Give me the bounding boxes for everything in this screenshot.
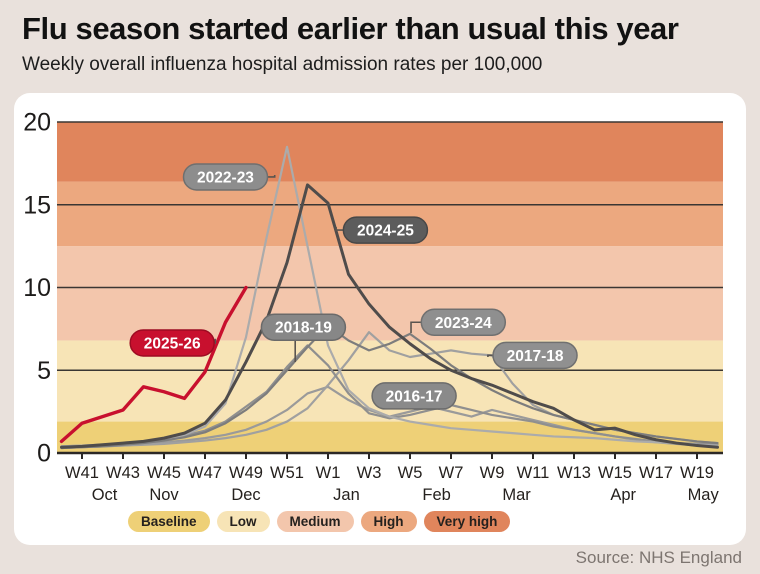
x-tick-label-w9: W9 bbox=[480, 464, 505, 482]
x-tick-label-w3: W3 bbox=[357, 464, 382, 482]
legend-pill-low: Low bbox=[216, 511, 270, 532]
series-label-pill-2023-24 bbox=[420, 308, 507, 337]
month-label-apr: Apr bbox=[610, 486, 636, 504]
x-tick-label-w11: W11 bbox=[517, 464, 550, 482]
series-label-2017-18: 2017-18 bbox=[492, 341, 578, 370]
month-label-mar: Mar bbox=[502, 486, 531, 504]
x-tick-label-w49: W49 bbox=[229, 464, 263, 482]
series-label-2023-24: 2023-24 bbox=[420, 308, 507, 337]
y-tick-label-15: 15 bbox=[23, 191, 51, 219]
series-label-text-2017-18: 2017-18 bbox=[507, 348, 564, 365]
flu-chart-svg: 0 5 10 15 20 W41 W43 W45 W47 W49 W51 W1 W3 W5 W7 W9 W11 W… bbox=[23, 109, 723, 504]
month-label-oct: Oct bbox=[92, 486, 118, 504]
label-connector-2017-18 bbox=[487, 354, 494, 358]
x-tick-label-w17: W17 bbox=[639, 464, 673, 482]
series-label-pill-2018-19 bbox=[260, 313, 347, 341]
series-label-text-2024-25: 2024-25 bbox=[357, 223, 414, 240]
y-tick-label-0: 0 bbox=[37, 440, 51, 468]
x-tick-label-w19: W19 bbox=[680, 464, 714, 482]
month-label-jan: Jan bbox=[333, 486, 360, 504]
x-tick-label-w43: W43 bbox=[106, 464, 140, 482]
x-tick-label-w1: W1 bbox=[316, 464, 341, 482]
legend-pill-very-high: Very high bbox=[423, 511, 511, 532]
series-label-pill-2024-25 bbox=[342, 216, 429, 244]
x-tick-label-w45: W45 bbox=[147, 464, 181, 482]
severity-legend: Baseline Low Medium High Very high bbox=[128, 511, 511, 532]
series-line-2025-26 bbox=[59, 285, 248, 444]
page-subtitle: Weekly overall influenza hospital admiss… bbox=[22, 53, 543, 75]
label-connector-2024-25 bbox=[335, 227, 344, 231]
band-very-high bbox=[57, 122, 723, 182]
x-tick-label-w15: W15 bbox=[598, 464, 632, 482]
x-tick-label-w41: W41 bbox=[65, 464, 99, 482]
month-label-feb: Feb bbox=[422, 486, 450, 504]
x-tick-label-w47: W47 bbox=[188, 464, 222, 482]
page-title: Flu season started earlier than usual th… bbox=[22, 11, 679, 46]
source-credit: Source: NHS England bbox=[575, 548, 742, 567]
series-label-2016-17: 2016-17 bbox=[371, 382, 457, 410]
month-label-may: May bbox=[688, 486, 720, 504]
series-label-pill-2016-17 bbox=[371, 382, 457, 410]
series-label-2018-19: 2018-19 bbox=[260, 313, 347, 341]
series-label-text-2023-24: 2023-24 bbox=[435, 315, 492, 332]
legend-pill-baseline: Baseline bbox=[128, 511, 210, 532]
x-tick-label-w51: W51 bbox=[270, 464, 304, 482]
chart-card: 0 5 10 15 20 W41 W43 W45 W47 W49 W51 W1 W3 W5 W7 W9 W11 W… bbox=[14, 93, 746, 545]
legend-pill-medium: Medium bbox=[276, 511, 354, 532]
series-label-2024-25: 2024-25 bbox=[342, 216, 429, 244]
series-label-text-2022-23: 2022-23 bbox=[197, 169, 254, 186]
label-connector-2022-23 bbox=[267, 174, 276, 178]
band-medium bbox=[57, 246, 723, 341]
series-line-2024-25 bbox=[60, 183, 719, 449]
series-label-2025-26: 2025-26 bbox=[129, 329, 215, 357]
x-tick-label-w7: W7 bbox=[439, 464, 464, 482]
y-tick-label-20: 20 bbox=[23, 109, 51, 137]
series-label-text-2016-17: 2016-17 bbox=[386, 388, 443, 405]
legend-pill-high: High bbox=[360, 511, 417, 532]
x-tick-label-w13: W13 bbox=[557, 464, 591, 482]
series-label-text-2018-19: 2018-19 bbox=[275, 320, 332, 337]
y-tick-label-10: 10 bbox=[23, 274, 51, 302]
x-tick-label-w5: W5 bbox=[398, 464, 423, 482]
series-label-pill-2022-23 bbox=[182, 163, 269, 191]
report-header: Flu season started earlier than usual th… bbox=[22, 11, 738, 76]
series-label-2022-23: 2022-23 bbox=[182, 163, 269, 191]
series-label-pill-2017-18 bbox=[492, 341, 578, 370]
label-connector-2023-24 bbox=[410, 321, 422, 334]
series-label-text-2025-26: 2025-26 bbox=[144, 335, 201, 352]
y-tick-label-5: 5 bbox=[37, 357, 51, 385]
month-label-dec: Dec bbox=[231, 486, 260, 504]
month-label-nov: Nov bbox=[149, 486, 179, 504]
series-label-pill-2025-26 bbox=[129, 329, 215, 357]
series-line-2022-23 bbox=[60, 145, 719, 448]
